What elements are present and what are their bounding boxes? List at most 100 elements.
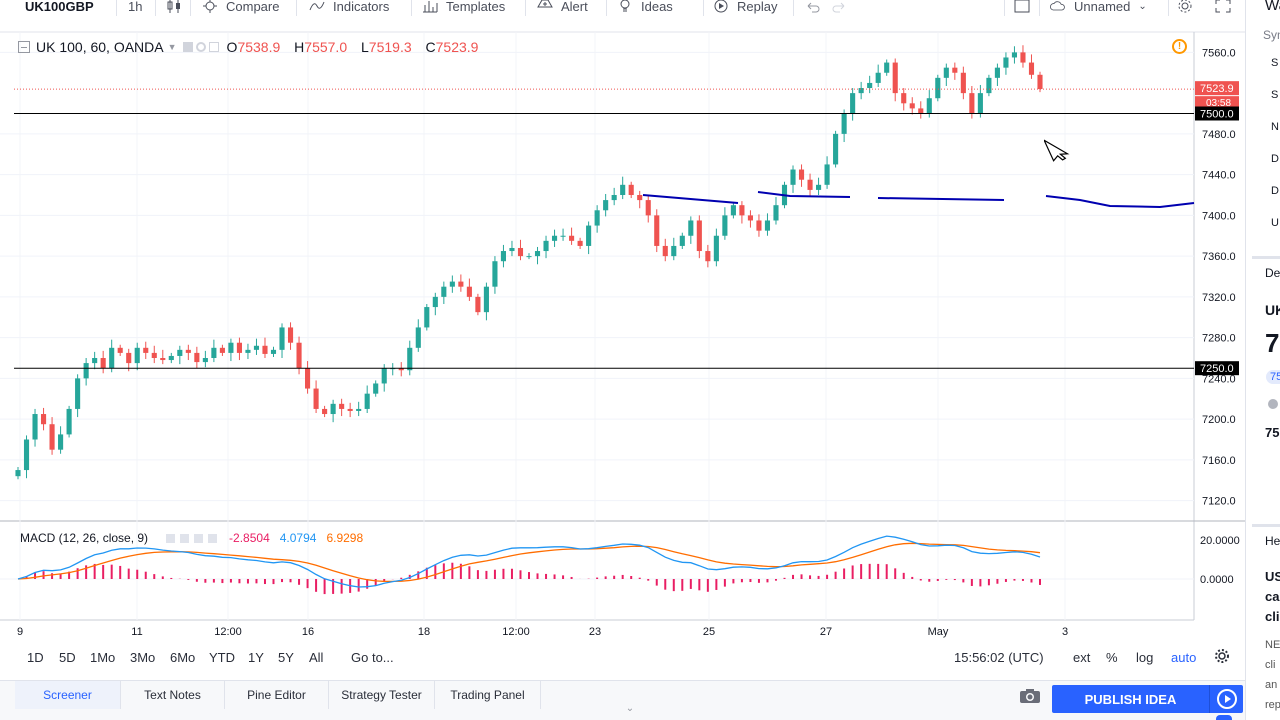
log-toggle[interactable]: log bbox=[1136, 650, 1154, 665]
chart-style-button[interactable] bbox=[166, 0, 182, 16]
auto-toggle[interactable]: auto bbox=[1171, 650, 1197, 665]
divider bbox=[606, 0, 607, 16]
main-chart[interactable]: 7560.0 7480.0 7440.0 7400.0 7360.0 7320.0 7280… bbox=[0, 20, 1245, 662]
watchlist-header[interactable]: Wa bbox=[1265, 0, 1280, 14]
ideas-button[interactable]: Ideas bbox=[617, 0, 673, 16]
indicators-button[interactable]: Indicators bbox=[309, 0, 389, 16]
go-to-button[interactable]: Go to... bbox=[351, 650, 394, 665]
details-header[interactable]: De bbox=[1265, 266, 1280, 280]
candle-body bbox=[305, 368, 311, 389]
alert-button[interactable]: Alert bbox=[537, 0, 588, 16]
compare-button[interactable]: Compare bbox=[202, 0, 279, 16]
candle-body bbox=[245, 349, 251, 353]
panel-divider[interactable] bbox=[1252, 524, 1280, 527]
candle-body bbox=[151, 352, 157, 358]
candle-body bbox=[75, 378, 81, 409]
time-axis[interactable]: 9 11 12:00 16 18 12:00 23 25 27 May 3 bbox=[17, 626, 1068, 638]
templates-button[interactable]: Templates bbox=[422, 0, 505, 16]
replay-button[interactable]: Replay bbox=[713, 0, 777, 16]
series-title[interactable]: UK 100, 60, OANDA bbox=[36, 39, 164, 55]
symbol-search-button[interactable]: UK100GBP bbox=[25, 0, 94, 14]
range-1y[interactable]: 1Y bbox=[248, 650, 264, 665]
watchlist-item[interactable]: S bbox=[1271, 57, 1279, 69]
eye-icon[interactable] bbox=[182, 42, 193, 52]
candle-body bbox=[969, 93, 975, 114]
scroll-handle[interactable] bbox=[1216, 715, 1232, 720]
candle-body bbox=[211, 347, 217, 358]
publish-idea-button[interactable]: PUBLISH IDEA bbox=[1052, 685, 1243, 713]
gear-icon[interactable] bbox=[1214, 648, 1230, 667]
panel-divider[interactable] bbox=[1252, 256, 1280, 259]
price-axis[interactable]: 7560.0 7480.0 7440.0 7400.0 7360.0 7320.0 7280… bbox=[1195, 47, 1240, 586]
tab-screener[interactable]: Screener bbox=[15, 681, 121, 709]
range-5d[interactable]: 5D bbox=[59, 650, 76, 665]
range-all[interactable]: All bbox=[309, 650, 324, 665]
tab-strategy-tester[interactable]: Strategy Tester bbox=[329, 681, 435, 709]
candle-body bbox=[943, 67, 949, 78]
candle-body bbox=[935, 77, 941, 99]
clock[interactable]: 15:56:02 (UTC) bbox=[954, 650, 1044, 665]
headline-line[interactable]: cli bbox=[1265, 609, 1280, 624]
candle-body bbox=[381, 368, 387, 384]
camera-icon[interactable] bbox=[1019, 688, 1041, 704]
layout-menu-button[interactable]: Unnamed ⌄ bbox=[1050, 0, 1147, 16]
candle-body bbox=[884, 62, 890, 73]
watchlist-item[interactable]: D bbox=[1271, 153, 1279, 165]
settings-button[interactable] bbox=[1177, 0, 1193, 16]
warning-icon[interactable]: ! bbox=[1172, 39, 1187, 54]
range-3mo[interactable]: 3Mo bbox=[130, 650, 156, 665]
eye-icon[interactable] bbox=[166, 533, 176, 543]
close-icon[interactable] bbox=[208, 42, 219, 52]
play-icon bbox=[1209, 685, 1243, 713]
candle-body bbox=[1003, 57, 1009, 68]
watchlist-item[interactable]: N bbox=[1271, 121, 1279, 133]
fullscreen-button[interactable] bbox=[1215, 0, 1231, 16]
macd-line bbox=[17, 535, 1041, 588]
candle-body bbox=[909, 103, 915, 109]
range-5y[interactable]: 5Y bbox=[278, 650, 294, 665]
candle-body bbox=[739, 205, 745, 216]
headlines-header[interactable]: He bbox=[1265, 534, 1280, 548]
collapse-icon[interactable] bbox=[18, 41, 30, 53]
divider bbox=[1039, 0, 1040, 16]
candle-body bbox=[577, 240, 583, 246]
macd-title[interactable]: MACD (12, 26, close, 9) bbox=[20, 531, 149, 545]
undo-button[interactable] bbox=[804, 0, 820, 16]
watchlist-column-symbol[interactable]: Sym bbox=[1263, 28, 1280, 42]
time-tick-label: 18 bbox=[418, 626, 430, 638]
divider bbox=[190, 0, 191, 16]
candle-body bbox=[185, 349, 191, 353]
candle-body bbox=[756, 220, 762, 231]
percent-toggle[interactable]: % bbox=[1106, 650, 1118, 665]
gear-icon[interactable] bbox=[195, 42, 206, 52]
tab-pine-editor[interactable]: Pine Editor bbox=[225, 681, 329, 709]
candle-body bbox=[526, 256, 532, 258]
range-ytd[interactable]: YTD bbox=[209, 650, 235, 665]
candle-body bbox=[347, 408, 353, 411]
plus-icon[interactable] bbox=[194, 533, 204, 543]
range-6mo[interactable]: 6Mo bbox=[170, 650, 196, 665]
range-1d[interactable]: 1D bbox=[27, 650, 44, 665]
watchlist-item[interactable]: S bbox=[1271, 89, 1279, 101]
range-1mo[interactable]: 1Mo bbox=[90, 650, 116, 665]
watchlist-item[interactable]: U bbox=[1271, 217, 1279, 229]
candle-body bbox=[543, 240, 549, 252]
headline-line[interactable]: US bbox=[1265, 569, 1280, 584]
watchlist-item[interactable]: D bbox=[1271, 185, 1279, 197]
headline-line[interactable]: ca bbox=[1265, 589, 1280, 604]
interval-button[interactable]: 1h bbox=[128, 0, 143, 14]
chevron-down-icon[interactable]: ⌄ bbox=[625, 703, 635, 714]
price-tick-label: 7200.0 bbox=[1202, 414, 1236, 426]
redo-button[interactable] bbox=[832, 0, 848, 16]
candle-body bbox=[1020, 52, 1026, 63]
ext-toggle[interactable]: ext bbox=[1073, 650, 1091, 665]
fullscreen-layout-button[interactable] bbox=[1014, 0, 1030, 16]
close-icon[interactable] bbox=[208, 533, 218, 543]
gear-icon[interactable] bbox=[180, 533, 190, 543]
tab-trading-panel[interactable]: Trading Panel bbox=[435, 681, 541, 709]
tab-text-notes[interactable]: Text Notes bbox=[121, 681, 225, 709]
candle-body bbox=[466, 286, 472, 297]
candle-body bbox=[373, 383, 379, 394]
candle-body bbox=[168, 355, 174, 361]
lower-level-label: 7250.0 bbox=[1200, 363, 1234, 375]
